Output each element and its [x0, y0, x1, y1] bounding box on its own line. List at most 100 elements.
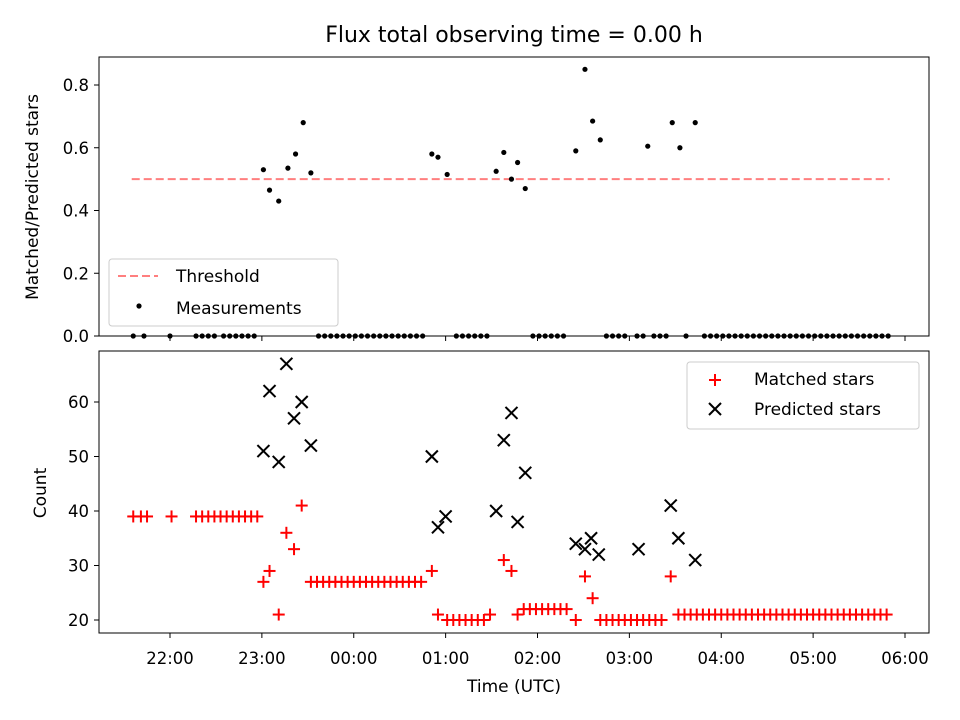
matched-stars-point — [280, 526, 293, 539]
matched-stars-point — [251, 510, 264, 523]
predicted-stars-stroke-b — [510, 515, 525, 529]
bottom-y-tick-label: 50 — [68, 448, 89, 467]
predicted-stars-stroke-b — [664, 498, 678, 513]
measurement-point — [435, 154, 441, 160]
measurement-point — [582, 66, 588, 72]
matched-stars-point — [497, 554, 510, 567]
x-axis-label: Time (UTC) — [466, 677, 561, 697]
bottom-y-tick-label: 40 — [68, 502, 89, 521]
predicted-stars-point — [294, 395, 309, 409]
matched-stars-point — [272, 608, 285, 621]
bottom-y-axis: 20 30 40 50 60 — [68, 393, 99, 630]
predicted-stars-point — [497, 433, 511, 447]
predicted-stars-stroke-b — [578, 542, 592, 556]
chart-title: Flux total observing time = 0.00 h — [325, 23, 703, 48]
measurement-point — [493, 168, 499, 174]
predicted-stars-point — [489, 504, 503, 518]
measurement-point — [300, 120, 306, 126]
matched-stars-legend-marker — [709, 374, 721, 386]
top-y-tick-label: 0.8 — [63, 76, 89, 95]
top-y-tick-label: 0.4 — [63, 202, 89, 221]
measurements-legend-marker — [136, 303, 142, 309]
matched-stars-point — [586, 592, 599, 605]
predicted-stars-stroke-b — [287, 411, 301, 426]
predicted-stars-stroke-b — [688, 553, 702, 567]
matched-stars-point — [578, 570, 591, 583]
matched-stars-point — [664, 570, 677, 583]
measurement-point — [677, 145, 683, 151]
predicted-stars-point — [438, 509, 453, 524]
matched-stars-point — [560, 603, 573, 616]
top-y-axis: 0.0 0.2 0.4 0.6 0.8 — [63, 76, 99, 346]
predicted-stars-stroke-b — [294, 395, 309, 409]
top-y-axis-label: Matched/Predicted stars — [23, 94, 43, 300]
predicted-stars-point — [504, 406, 519, 420]
bottom-x-tick-label: 04:00 — [697, 649, 745, 668]
predicted-stars-stroke-b — [584, 531, 598, 545]
predicted-stars-stroke-b — [631, 542, 646, 556]
measurements-legend-label: Measurements — [176, 299, 302, 319]
predicted-stars-point — [256, 444, 271, 458]
measurement-point — [308, 170, 314, 176]
bottom-y-tick-label: 20 — [68, 611, 89, 630]
predicted-stars-point — [279, 357, 294, 371]
predicted-stars-stroke-b — [262, 384, 277, 398]
top-y-tick-label: 0.2 — [63, 264, 89, 283]
bottom-plot-marks — [127, 357, 893, 626]
top-x-axis-ticks — [169, 336, 906, 341]
matched-stars-point — [415, 575, 428, 588]
predicted-stars-point — [664, 498, 678, 513]
bottom-y-tick-label: 30 — [68, 557, 89, 576]
predicted-stars-stroke-b — [497, 433, 511, 447]
predicted-stars-point — [287, 411, 301, 426]
predicted-stars-legend-label: Predicted stars — [754, 400, 881, 420]
bottom-x-tick-label: 02:00 — [514, 649, 562, 668]
predicted-stars-point — [304, 438, 318, 453]
matched-stars-point — [263, 564, 276, 577]
measurement-point — [522, 185, 528, 192]
measurement-point — [266, 187, 273, 193]
predicted-stars-point — [272, 455, 286, 469]
bottom-legend-box — [686, 361, 920, 430]
bottom-y-tick-label: 60 — [68, 393, 89, 412]
predicted-stars-point — [518, 466, 532, 480]
predicted-stars-stroke-b — [279, 357, 294, 371]
predicted-stars-point — [425, 449, 439, 464]
predicted-stars-point — [671, 531, 686, 545]
measurement-point — [508, 176, 515, 182]
top-y-tick-label: 0.0 — [63, 327, 89, 346]
matched-stars-point — [477, 614, 490, 626]
predicted-stars-stroke-b — [504, 406, 519, 420]
predicted-stars-stroke-b — [425, 449, 439, 464]
measurement-point — [692, 120, 698, 126]
predicted-stars-legend-marker — [708, 402, 722, 416]
bottom-y-axis-label: Count — [31, 467, 51, 518]
predicted-stars-stroke-b — [569, 536, 583, 551]
predicted-stars-stroke-b — [431, 520, 445, 535]
predicted-stars-point — [584, 531, 598, 545]
predicted-stars-point — [262, 384, 277, 398]
matched-stars-point — [165, 510, 178, 523]
measurement-point — [645, 143, 651, 149]
measurement-point — [590, 118, 596, 124]
measurement-point — [573, 148, 579, 154]
predicted-stars-stroke-b — [272, 455, 286, 469]
bottom-x-axis: 22:00 23:00 00:00 01:00 02:00 03:00 04:00 05:00… — [146, 633, 929, 668]
bottom-x-tick-label: 23:00 — [238, 649, 286, 668]
top-y-tick-label: 0.6 — [63, 139, 89, 158]
predicted-stars-stroke-b — [304, 438, 318, 453]
bottom-x-tick-label: 06:00 — [881, 649, 929, 668]
predicted-stars-stroke-b — [518, 466, 532, 480]
measurement-point — [444, 171, 450, 178]
predicted-stars-stroke-b — [592, 547, 606, 562]
bottom-axes-frame — [98, 350, 930, 634]
predicted-stars-point — [510, 515, 525, 529]
bottom-legend: Matched stars Predicted stars — [686, 361, 920, 430]
matched-stars-point — [257, 575, 270, 588]
bottom-x-tick-label: 22:00 — [146, 649, 194, 668]
bottom-x-tick-label: 00:00 — [330, 649, 378, 668]
measurement-point — [260, 167, 267, 173]
matched-stars-point — [655, 614, 668, 626]
matched-stars-point — [431, 608, 444, 621]
